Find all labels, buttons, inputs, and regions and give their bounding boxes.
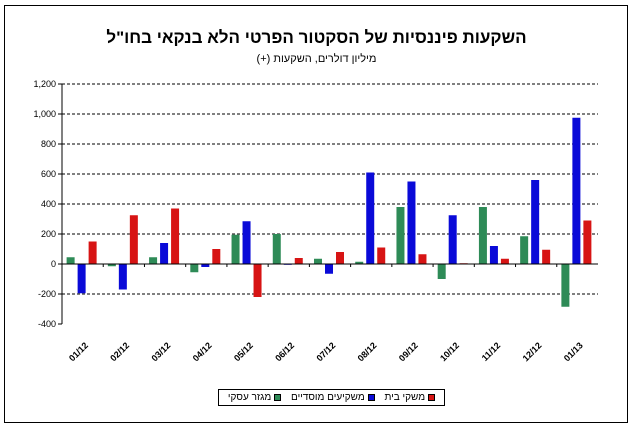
bar [66, 257, 75, 264]
axes [58, 83, 598, 325]
bar [572, 117, 581, 264]
x-tick-label: 10/12 [438, 340, 461, 363]
bar [149, 257, 158, 264]
bar [201, 264, 210, 267]
y-tick-label: 600 [41, 169, 56, 179]
legend-swatch [274, 394, 282, 401]
bar [520, 236, 529, 264]
legend-label: מגזר עסקי [227, 392, 272, 403]
x-tick-label: 03/12 [149, 340, 172, 363]
bar [366, 172, 375, 264]
bar [231, 234, 240, 264]
bar [272, 234, 281, 264]
bar [561, 264, 570, 307]
y-tick-label: 1,000 [33, 109, 56, 119]
legend-item: משקי בית [384, 392, 436, 403]
bar [478, 207, 487, 264]
x-tick-label: 11/12 [480, 340, 503, 363]
x-tick-label: 01/12 [67, 340, 90, 363]
y-tick-label: 1,200 [33, 79, 56, 89]
bar [171, 208, 180, 264]
bar [583, 220, 592, 264]
x-tick-label: 08/12 [356, 340, 379, 363]
x-tick-label: 02/12 [108, 340, 131, 363]
bar [118, 264, 127, 290]
y-tick-label: 200 [41, 229, 56, 239]
bar [448, 215, 457, 264]
bar [325, 264, 333, 274]
x-tick-label: 09/12 [397, 340, 420, 363]
x-tick-label: 04/12 [191, 340, 214, 363]
x-tick-label: 06/12 [273, 340, 296, 363]
bar [242, 221, 251, 264]
x-tick-label: 05/12 [232, 340, 255, 363]
bar [531, 180, 540, 264]
bar [88, 241, 97, 264]
bar [355, 261, 364, 264]
bar [212, 249, 221, 264]
y-tick-label: -200 [38, 289, 56, 299]
x-tick-label: 01/13 [562, 340, 585, 363]
bar [489, 246, 498, 264]
grid-lines [62, 83, 598, 295]
legend: מגזר עסקי משקיעים מוסדיים משקי בית [218, 389, 445, 406]
legend-swatch [428, 394, 436, 401]
bars [66, 117, 592, 307]
bar [336, 252, 344, 264]
legend-item: מגזר עסקי [227, 392, 282, 403]
bar [396, 207, 405, 264]
bar [294, 258, 303, 264]
bar [407, 181, 416, 264]
chart-subtitle: מיליון דולרים, השקעות (+) [256, 53, 377, 65]
chart-title: השקעות פיננסיות של הסקטור הפרטי הלא בנקא… [106, 28, 527, 47]
legend-label: משקיעים מוסדיים [291, 392, 365, 403]
bar [542, 249, 551, 264]
chart-frame [4, 5, 628, 423]
bar [377, 247, 386, 264]
x-tick-label: 12/12 [521, 340, 544, 363]
y-tick-label: 800 [41, 139, 56, 149]
legend-item: משקיעים מוסדיים [291, 392, 375, 403]
bar [253, 264, 262, 297]
bar [418, 254, 427, 264]
bar [437, 264, 446, 279]
x-axis-ticks: 01/12 02/12 03/12 04/12 05/12 06/12 07/12 08/12… [67, 340, 585, 363]
y-tick-label: 400 [41, 199, 56, 209]
bar [500, 258, 509, 264]
bar [314, 258, 322, 264]
bar [129, 215, 138, 264]
y-tick-label: -400 [38, 319, 56, 329]
y-axis-ticks: -400 -200 0 200 400 600 800 1,000 1,200 [33, 79, 56, 329]
x-tick-label: 07/12 [314, 340, 337, 363]
bar [160, 243, 169, 264]
bar [77, 264, 86, 294]
bar [190, 264, 199, 273]
legend-swatch [367, 394, 375, 401]
y-tick-label: 0 [51, 259, 56, 269]
bar [107, 264, 116, 267]
legend-label: משקי בית [384, 392, 426, 403]
